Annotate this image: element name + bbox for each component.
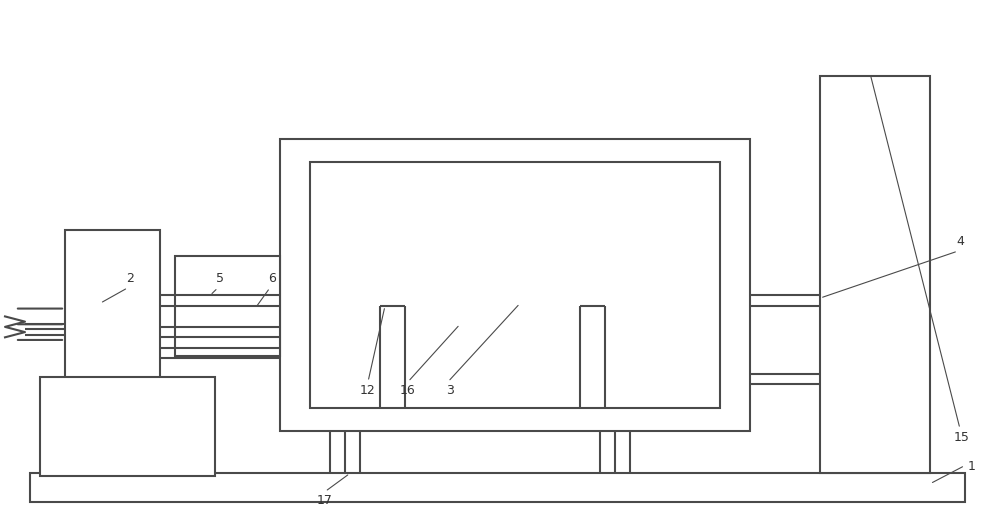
FancyBboxPatch shape [65,230,160,390]
Text: 3: 3 [446,384,454,397]
Text: 2: 2 [126,272,134,285]
FancyBboxPatch shape [40,377,215,476]
Text: 12: 12 [360,384,376,397]
FancyBboxPatch shape [280,139,750,431]
FancyBboxPatch shape [820,76,930,473]
FancyBboxPatch shape [310,162,720,408]
Text: 17: 17 [317,494,333,507]
Text: 15: 15 [954,431,970,445]
FancyBboxPatch shape [30,473,965,502]
Text: 1: 1 [968,460,976,473]
Text: 6: 6 [268,271,276,285]
Text: 4: 4 [956,235,964,248]
Text: 5: 5 [216,271,224,285]
Text: 16: 16 [400,384,416,397]
FancyBboxPatch shape [175,256,280,356]
